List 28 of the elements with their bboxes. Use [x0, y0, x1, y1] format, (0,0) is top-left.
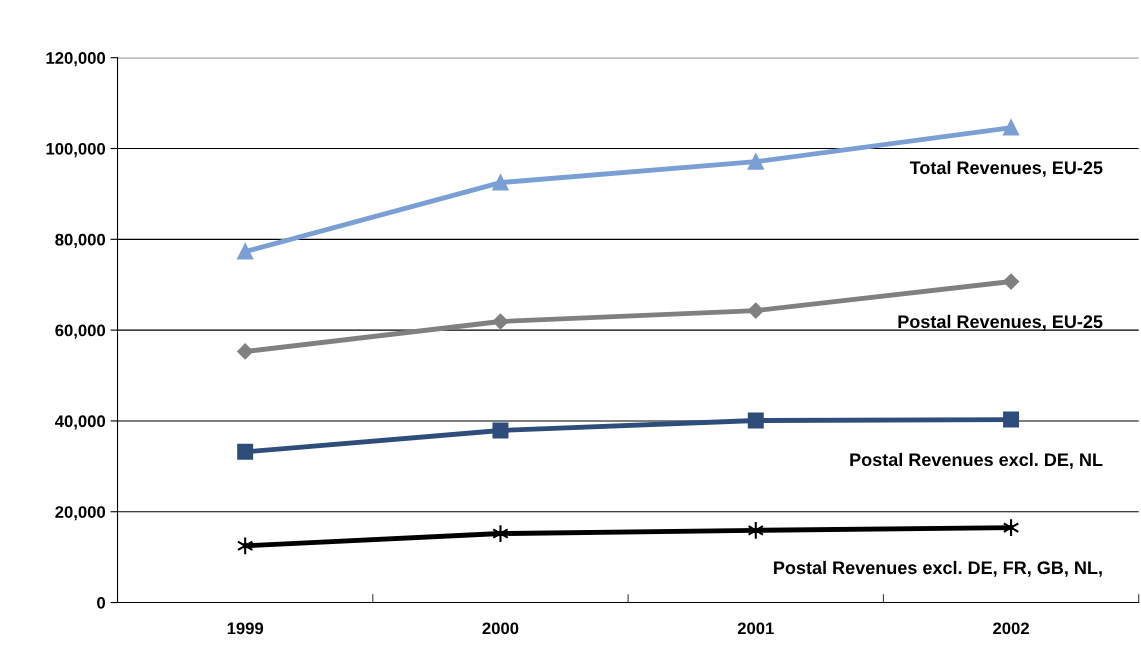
x-tick-label: 2000 [482, 622, 519, 635]
point [747, 302, 764, 319]
x-tick-label: 1999 [227, 622, 264, 635]
point [237, 243, 254, 260]
x-tick-label: 2002 [993, 622, 1029, 635]
point [492, 422, 509, 439]
y-tick-label: 100,000 [46, 142, 106, 158]
point [1003, 273, 1019, 290]
point [237, 343, 254, 360]
y-tick-label: 0 [97, 596, 106, 609]
series-label: Total Revenues, EU-25 [909, 160, 1103, 177]
point [747, 153, 764, 170]
point [1003, 411, 1020, 428]
y-tick-label: 80,000 [55, 233, 106, 248]
point [237, 443, 254, 460]
series-label: Postal Revenues, EU-25 [898, 314, 1103, 331]
point [1003, 119, 1020, 136]
y-tick-label: 20,000 [55, 506, 106, 521]
series-label: Postal Revenues excl. DE, NL [850, 452, 1103, 469]
point [492, 313, 509, 330]
y-tick-label: 40,000 [55, 415, 106, 430]
x-tick-label: 2001 [737, 622, 774, 635]
y-tick-label: 120,000 [46, 52, 106, 67]
y-tick-label: 60,000 [55, 324, 106, 339]
point [747, 412, 764, 429]
point [492, 174, 509, 191]
series-label: Postal Revenues excl. DE, FR, GB, NL, [774, 560, 1102, 577]
point [492, 524, 509, 543]
